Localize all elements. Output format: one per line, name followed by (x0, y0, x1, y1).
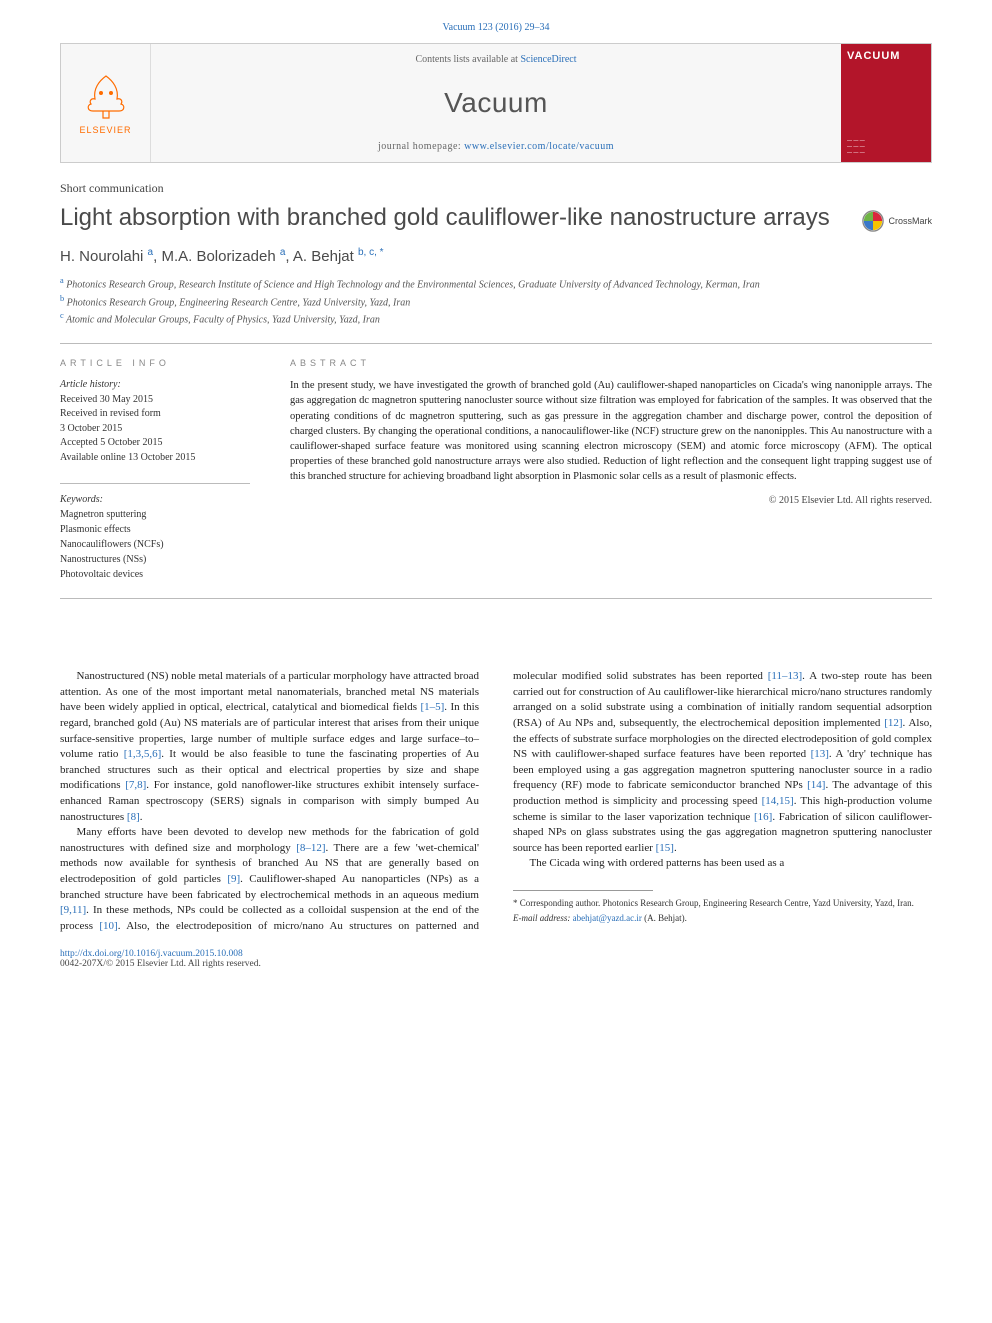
cite-link[interactable]: [8] (127, 811, 140, 823)
text: The Cicada wing with ordered patterns ha… (530, 857, 785, 869)
elsevier-logo[interactable]: ELSEVIER (61, 44, 151, 162)
homepage-prefix: journal homepage: (378, 141, 464, 152)
text: . (140, 811, 143, 823)
crossmark-badge[interactable]: CrossMark (862, 210, 932, 232)
doi-link[interactable]: http://dx.doi.org/10.1016/j.vacuum.2015.… (60, 949, 243, 959)
article-info-heading: ARTICLE INFO (60, 358, 250, 368)
cover-body: — — —— — —— — — (847, 62, 925, 156)
affiliation-a: Photonics Research Group, Research Insti… (66, 280, 760, 291)
text: . Cauliflower-shaped Au (240, 873, 361, 885)
cite-link[interactable]: [12] (884, 717, 902, 729)
cite-link[interactable]: [16] (754, 811, 772, 823)
keyword: Nanostructures (NSs) (60, 552, 250, 567)
affiliation-b: Photonics Research Group, Engineering Re… (67, 297, 411, 308)
journal-homepage-link[interactable]: www.elsevier.com/locate/vacuum (464, 141, 614, 152)
history-line: 3 October 2015 (60, 422, 250, 437)
crossmark-icon (862, 210, 884, 232)
email-label: E-mail address: (513, 913, 573, 923)
email-name: (A. Behjat). (642, 913, 687, 923)
elsevier-tree-icon (81, 71, 131, 121)
history-line: Received 30 May 2015 (60, 393, 250, 408)
abstract-heading: ABSTRACT (290, 358, 932, 368)
cite-link[interactable]: [14] (807, 779, 825, 791)
cite-link[interactable]: [9,11] (60, 904, 86, 916)
history-label: Article history: (60, 378, 250, 393)
keyword: Nanocauliflowers (NCFs) (60, 537, 250, 552)
body-paragraph: Nanostructured (NS) noble metal material… (60, 669, 479, 825)
abstract-block: ABSTRACT In the present study, we have i… (290, 358, 932, 582)
journal-cover-thumbnail[interactable]: VACUUM — — —— — —— — — (841, 44, 931, 162)
cite-link[interactable]: [8–12] (296, 842, 325, 854)
keywords-label: Keywords: (60, 492, 250, 507)
cite-link[interactable]: [10] (99, 920, 117, 932)
text: . (674, 842, 677, 854)
header-center: Contents lists available at ScienceDirec… (151, 44, 841, 162)
corresponding-author-note: * Corresponding author. Photonics Resear… (513, 897, 932, 910)
section-rule (60, 343, 932, 344)
email-line: E-mail address: abehjat@yazd.ac.ir (A. B… (513, 912, 932, 925)
affiliations: a Photonics Research Group, Research Ins… (60, 275, 932, 327)
journal-homepage-line: journal homepage: www.elsevier.com/locat… (378, 141, 614, 152)
keyword: Plasmonic effects (60, 522, 250, 537)
affiliation-c: Atomic and Molecular Groups, Faculty of … (66, 314, 380, 325)
cite-link[interactable]: [1,3,5,6] (124, 748, 162, 760)
authors-line: H. Nourolahi a, M.A. Bolorizadeh a, A. B… (60, 247, 932, 265)
cite-link[interactable]: [9] (227, 873, 240, 885)
article-info-block: ARTICLE INFO Article history: Received 3… (60, 358, 250, 582)
contents-lists-line: Contents lists available at ScienceDirec… (415, 54, 576, 65)
cite-link[interactable]: [7,8] (125, 779, 146, 791)
footnote-separator (513, 890, 653, 891)
cite-link[interactable]: [11–13] (768, 670, 802, 682)
footer-bar: http://dx.doi.org/10.1016/j.vacuum.2015.… (0, 935, 992, 993)
article-type: Short communication (60, 181, 932, 196)
journal-header: ELSEVIER Contents lists available at Sci… (60, 43, 932, 163)
abstract-copyright: © 2015 Elsevier Ltd. All rights reserved… (290, 495, 932, 506)
cite-link[interactable]: [14,15] (762, 795, 794, 807)
body-text: Nanostructured (NS) noble metal material… (60, 669, 932, 934)
text: Nanostructured (NS) noble metal material… (60, 670, 479, 713)
issn-copyright-line: 0042-207X/© 2015 Elsevier Ltd. All right… (60, 959, 932, 969)
keyword: Magnetron sputtering (60, 507, 250, 522)
article-history: Article history: Received 30 May 2015 Re… (60, 378, 250, 465)
keyword: Photovoltaic devices (60, 567, 250, 582)
cite-link[interactable]: [15] (656, 842, 674, 854)
footnotes: * Corresponding author. Photonics Resear… (513, 897, 932, 924)
cite-link[interactable]: [1–5] (420, 701, 444, 713)
crossmark-label: CrossMark (888, 216, 932, 226)
history-line: Received in revised form (60, 407, 250, 422)
cite-link[interactable]: [13] (811, 748, 829, 760)
citation-line: Vacuum 123 (2016) 29–34 (0, 0, 992, 43)
keywords-block: Keywords: Magnetron sputtering Plasmonic… (60, 483, 250, 582)
section-rule (60, 598, 932, 599)
elsevier-wordmark: ELSEVIER (79, 125, 131, 135)
history-line: Available online 13 October 2015 (60, 451, 250, 466)
author-email-link[interactable]: abehjat@yazd.ac.ir (573, 913, 642, 923)
contents-prefix: Contents lists available at (415, 54, 520, 65)
body-paragraph: The Cicada wing with ordered patterns ha… (513, 856, 932, 872)
history-line: Accepted 5 October 2015 (60, 436, 250, 451)
article-title: Light absorption with branched gold caul… (60, 202, 842, 233)
journal-name: Vacuum (444, 87, 548, 119)
sciencedirect-link[interactable]: ScienceDirect (520, 54, 576, 65)
abstract-text: In the present study, we have investigat… (290, 378, 932, 485)
cover-title: VACUUM (847, 50, 925, 62)
